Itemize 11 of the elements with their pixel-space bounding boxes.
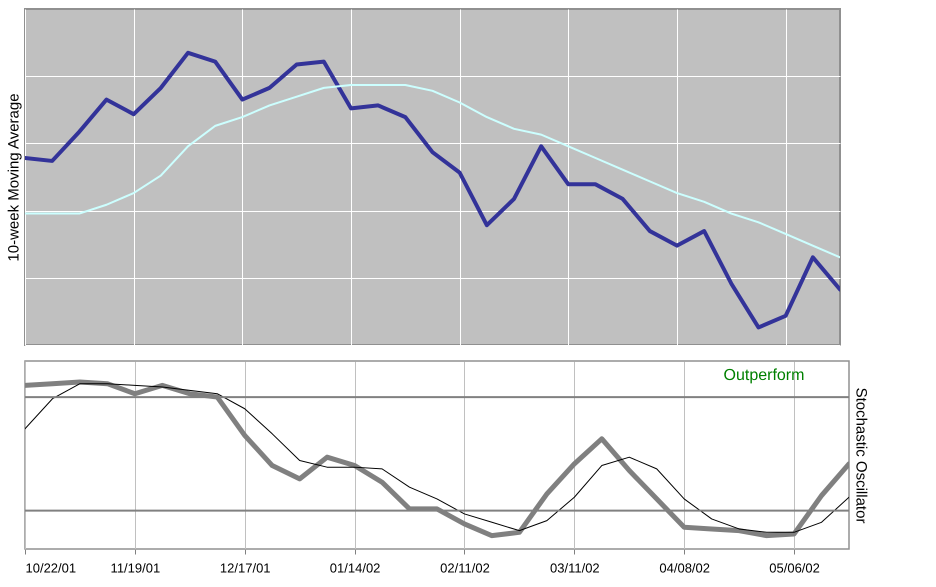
x-tick-label: 04/08/02: [659, 560, 710, 576]
x-tick-label: 10/22/01: [26, 560, 76, 576]
x-tick-label: 05/06/02: [769, 560, 820, 576]
y-axis-title: Stochastic Oscillator: [852, 388, 870, 524]
x-tick-label: 12/17/01: [220, 560, 271, 576]
x-tick-label: 01/14/02: [330, 560, 380, 576]
x-tick-label: 02/11/02: [440, 560, 490, 576]
annotation: Outperform: [724, 367, 804, 384]
y-axis-title: 10-week Moving Average: [6, 93, 22, 262]
x-tick-label: 03/11/02: [550, 560, 600, 576]
x-tick-label: 11/19/01: [110, 560, 160, 576]
